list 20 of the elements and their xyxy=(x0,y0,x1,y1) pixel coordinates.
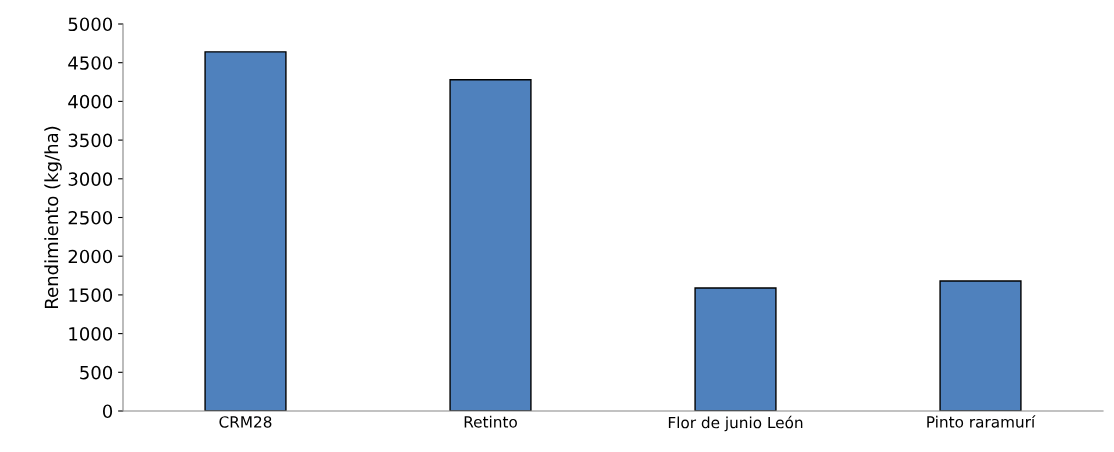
y-tick-label: 4000 xyxy=(68,94,113,109)
y-tick-label: 3500 xyxy=(68,133,113,148)
y-tick-label: 5000 xyxy=(68,17,113,32)
y-tick-label: 1500 xyxy=(69,288,113,303)
y-tick-label: 2500 xyxy=(68,210,113,225)
y-tick-label: 500 xyxy=(80,365,113,380)
bar xyxy=(939,280,1022,411)
y-tick-label: 3000 xyxy=(68,172,113,186)
x-tick-label: Retinto xyxy=(464,415,517,428)
bar xyxy=(694,287,777,411)
bar xyxy=(204,51,287,411)
x-tick-label: CRM28 xyxy=(219,416,272,428)
y-tick-label: 4500 xyxy=(68,56,113,70)
y-axis-title: Rendimiento (kg/ha) xyxy=(44,126,62,308)
x-tick-label: Pinto raramurí xyxy=(927,415,1036,428)
y-tick-label: 0 xyxy=(102,404,113,419)
y-tick-label: 2000 xyxy=(68,249,113,264)
bar xyxy=(449,79,532,411)
y-tick-label: 1000 xyxy=(69,327,113,341)
x-tick-label: Flor de junio León xyxy=(668,415,803,432)
